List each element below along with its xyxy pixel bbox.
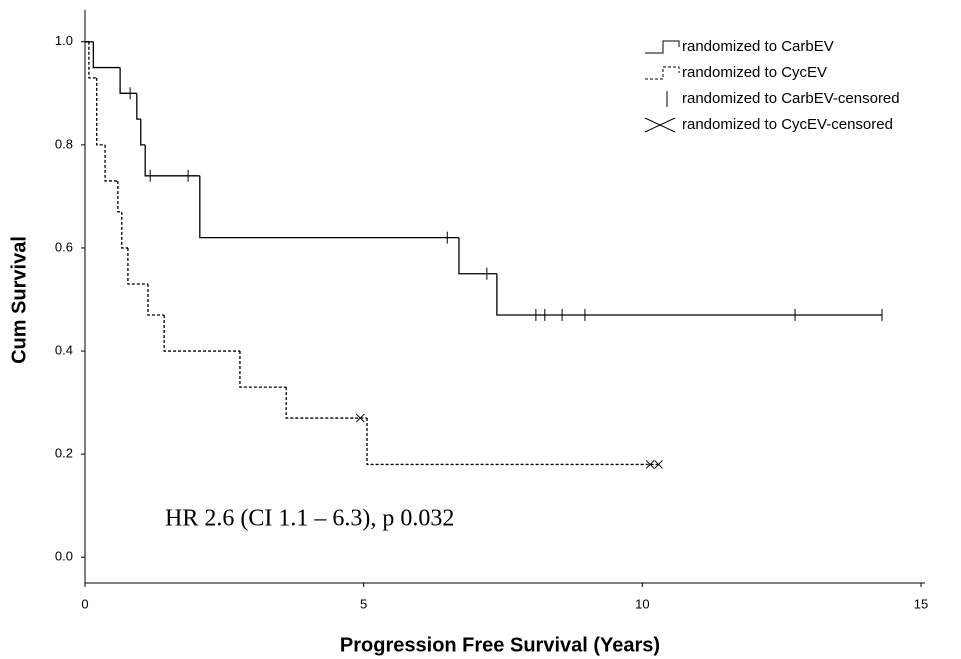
y-axis-title: Cum Survival: [8, 236, 30, 364]
y-tick-label: 0.2: [55, 446, 73, 461]
y-tick-label: 0.8: [55, 136, 73, 151]
survival-step: [458, 237, 497, 275]
legend-label: randomized to CycEV: [682, 64, 827, 81]
y-tick-label: 0.4: [55, 342, 73, 357]
survival-step: [88, 41, 97, 79]
survival-step: [127, 247, 148, 285]
legend-label: randomized to CarbEV: [682, 38, 834, 55]
x-tick-label: 10: [635, 596, 649, 611]
legend-label: randomized to CarbEV-censored: [682, 90, 900, 107]
y-tick-label: 0.6: [55, 239, 73, 254]
survival-step: [136, 93, 141, 120]
censor-mark: [645, 460, 655, 469]
survival-step: [96, 77, 106, 146]
censor-mark: [654, 460, 663, 469]
survival-step: [163, 314, 240, 352]
survival-step: [119, 67, 137, 94]
x-axis-title: Progression Free Survival (Years): [340, 634, 660, 656]
x-tick-label: 5: [360, 596, 367, 611]
survival-step: [104, 144, 118, 182]
survival-step: [496, 273, 882, 316]
survival-step: [199, 175, 459, 239]
survival-step: [140, 119, 146, 146]
legend-symbol: [644, 117, 676, 133]
x-tick-label: 15: [914, 596, 928, 611]
x-tick-label: 0: [81, 596, 88, 611]
legend-symbol: [645, 66, 680, 80]
survival-step: [147, 284, 165, 316]
survival-step: [366, 418, 660, 466]
survival-step: [285, 387, 368, 419]
y-tick-label: 1.0: [55, 33, 73, 48]
survival-step: [92, 41, 121, 69]
y-tick-label: 0.0: [55, 549, 73, 564]
censor-mark: [355, 413, 365, 423]
survival-step: [144, 144, 200, 177]
survival-step: [121, 211, 128, 249]
legend-label: randomized to CycEV-censored: [682, 116, 893, 133]
survival-step: [239, 351, 287, 388]
survival-step: [117, 180, 122, 213]
annotation: HR 2.6 (CI 1.1 – 6.3), p 0.032: [165, 506, 454, 532]
legend-symbol: [645, 40, 680, 54]
